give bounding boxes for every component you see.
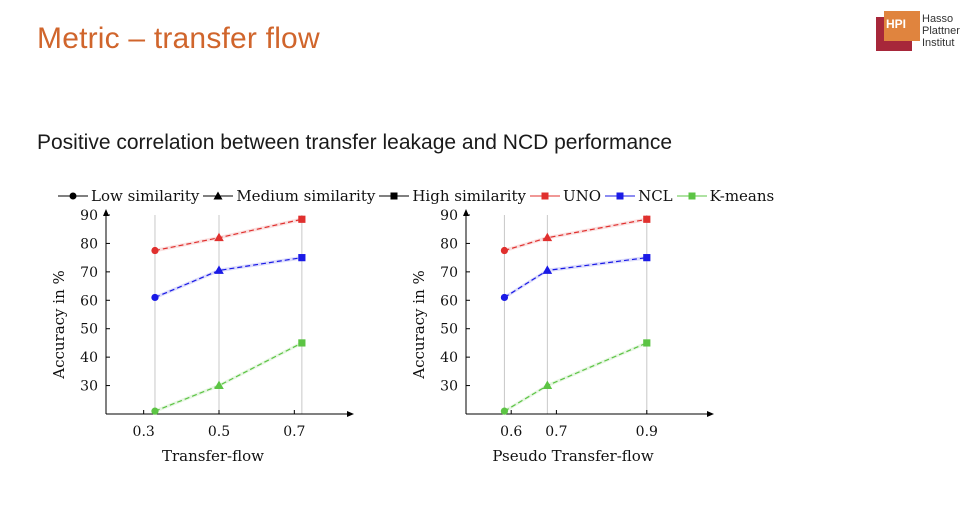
x-tick-label: 0.7 (545, 424, 567, 440)
x-tick-label: 0.5 (208, 424, 230, 440)
chart-pseudo-transfer-flow: 30 40 50 60 70 80 90 0.6 0.7 0.9 Pseudo Transfer-f… (410, 208, 714, 465)
data-point-marker (151, 407, 159, 415)
y-tick-label: 80 (440, 236, 458, 252)
y-axis-label: Accuracy in % (50, 270, 68, 380)
logo-abbreviation: HPI (886, 17, 907, 31)
data-point-marker (643, 339, 651, 347)
legend-square-icon (379, 192, 410, 200)
legend-item-kmeans: K-means (676, 187, 775, 205)
x-axis-arrow-icon (707, 411, 714, 417)
data-point-marker (298, 339, 306, 347)
data-point-marker (643, 254, 651, 262)
series-confidence-band (154, 255, 302, 300)
logo-square-front (884, 11, 920, 41)
y-axis-label: Accuracy in % (410, 270, 428, 380)
legend-green-square-icon (676, 192, 707, 200)
data-point-marker (298, 254, 306, 262)
legend-item-medium-similarity: Medium similarity (203, 187, 375, 205)
slide-title: Metric – transfer flow (37, 22, 320, 55)
chart-transfer-flow: 30 40 50 60 70 80 90 0.3 0.5 0.7 Transfer-flow Accu… (50, 208, 354, 465)
data-point-marker (214, 380, 224, 389)
y-tick-label: 60 (440, 293, 458, 309)
y-tick-label: 80 (80, 236, 98, 252)
data-point-marker (151, 246, 159, 255)
x-axis-arrow-icon (347, 411, 354, 417)
data-point-marker (542, 380, 553, 389)
data-point-marker (298, 215, 306, 223)
y-tick-label: 70 (80, 265, 98, 281)
legend-label: High similarity (412, 187, 526, 205)
y-axis-arrow-icon (103, 209, 109, 216)
legend-item-high-similarity: High similarity (379, 187, 526, 205)
logo-line-3: Institut (922, 37, 955, 49)
y-tick-label: 90 (440, 208, 458, 224)
y-tick-label: 60 (80, 293, 98, 309)
data-point-marker (214, 232, 224, 242)
x-tick-label: 0.7 (283, 424, 305, 440)
legend-item-ncl: NCL (605, 187, 673, 205)
chart-legend: Low similarity Medium similarity High si… (58, 186, 778, 206)
x-axis-label: Transfer-flow (162, 447, 264, 465)
legend-item-low-similarity: Low similarity (58, 187, 199, 205)
data-point-marker (500, 293, 509, 302)
x-tick-label: 0.6 (500, 424, 522, 440)
data-point-marker (151, 293, 159, 302)
y-tick-label: 40 (440, 350, 458, 366)
data-point-marker (214, 265, 224, 274)
slide-subtitle: Positive correlation between transfer le… (37, 131, 672, 154)
series-confidence-band (154, 341, 302, 413)
logo-line-2: Plattner (922, 25, 960, 37)
hpi-logo: HPI Hasso Plattner Institut (876, 11, 972, 53)
legend-blue-square-icon (605, 192, 636, 200)
data-point-marker (542, 232, 553, 242)
logo-line-1: Hasso (922, 13, 954, 25)
y-tick-label: 70 (440, 265, 458, 281)
series-line (504, 257, 647, 298)
data-point-marker (643, 215, 651, 223)
x-tick-label: 0.9 (636, 424, 658, 440)
y-tick-label: 40 (80, 350, 98, 366)
legend-label: NCL (638, 187, 673, 205)
legend-label: Low similarity (91, 187, 200, 205)
series-line (154, 257, 302, 298)
legend-item-uno: UNO (529, 187, 602, 205)
data-point-marker (542, 265, 553, 274)
data-point-marker (500, 246, 509, 255)
y-tick-label: 90 (80, 208, 98, 224)
series-confidence-band (504, 217, 647, 253)
y-axis-arrow-icon (463, 209, 469, 216)
y-tick-label: 30 (440, 379, 458, 395)
y-tick-label: 50 (440, 322, 458, 338)
y-tick-label: 50 (80, 322, 98, 338)
logo-text: Hasso Plattner Institut (922, 13, 960, 49)
x-axis-label: Pseudo Transfer-flow (492, 447, 654, 465)
series-confidence-band (504, 341, 647, 413)
series-confidence-band (154, 217, 302, 253)
legend-circle-icon (58, 192, 88, 200)
legend-label: UNO (562, 187, 602, 205)
legend-red-square-icon (529, 192, 560, 200)
series-confidence-band (504, 255, 647, 300)
data-point-marker (500, 407, 509, 415)
legend-triangle-icon (203, 191, 234, 200)
y-tick-label: 30 (80, 379, 98, 395)
legend-label: Medium similarity (236, 187, 376, 205)
legend-label: K-means (709, 187, 775, 205)
x-tick-label: 0.3 (133, 424, 155, 440)
